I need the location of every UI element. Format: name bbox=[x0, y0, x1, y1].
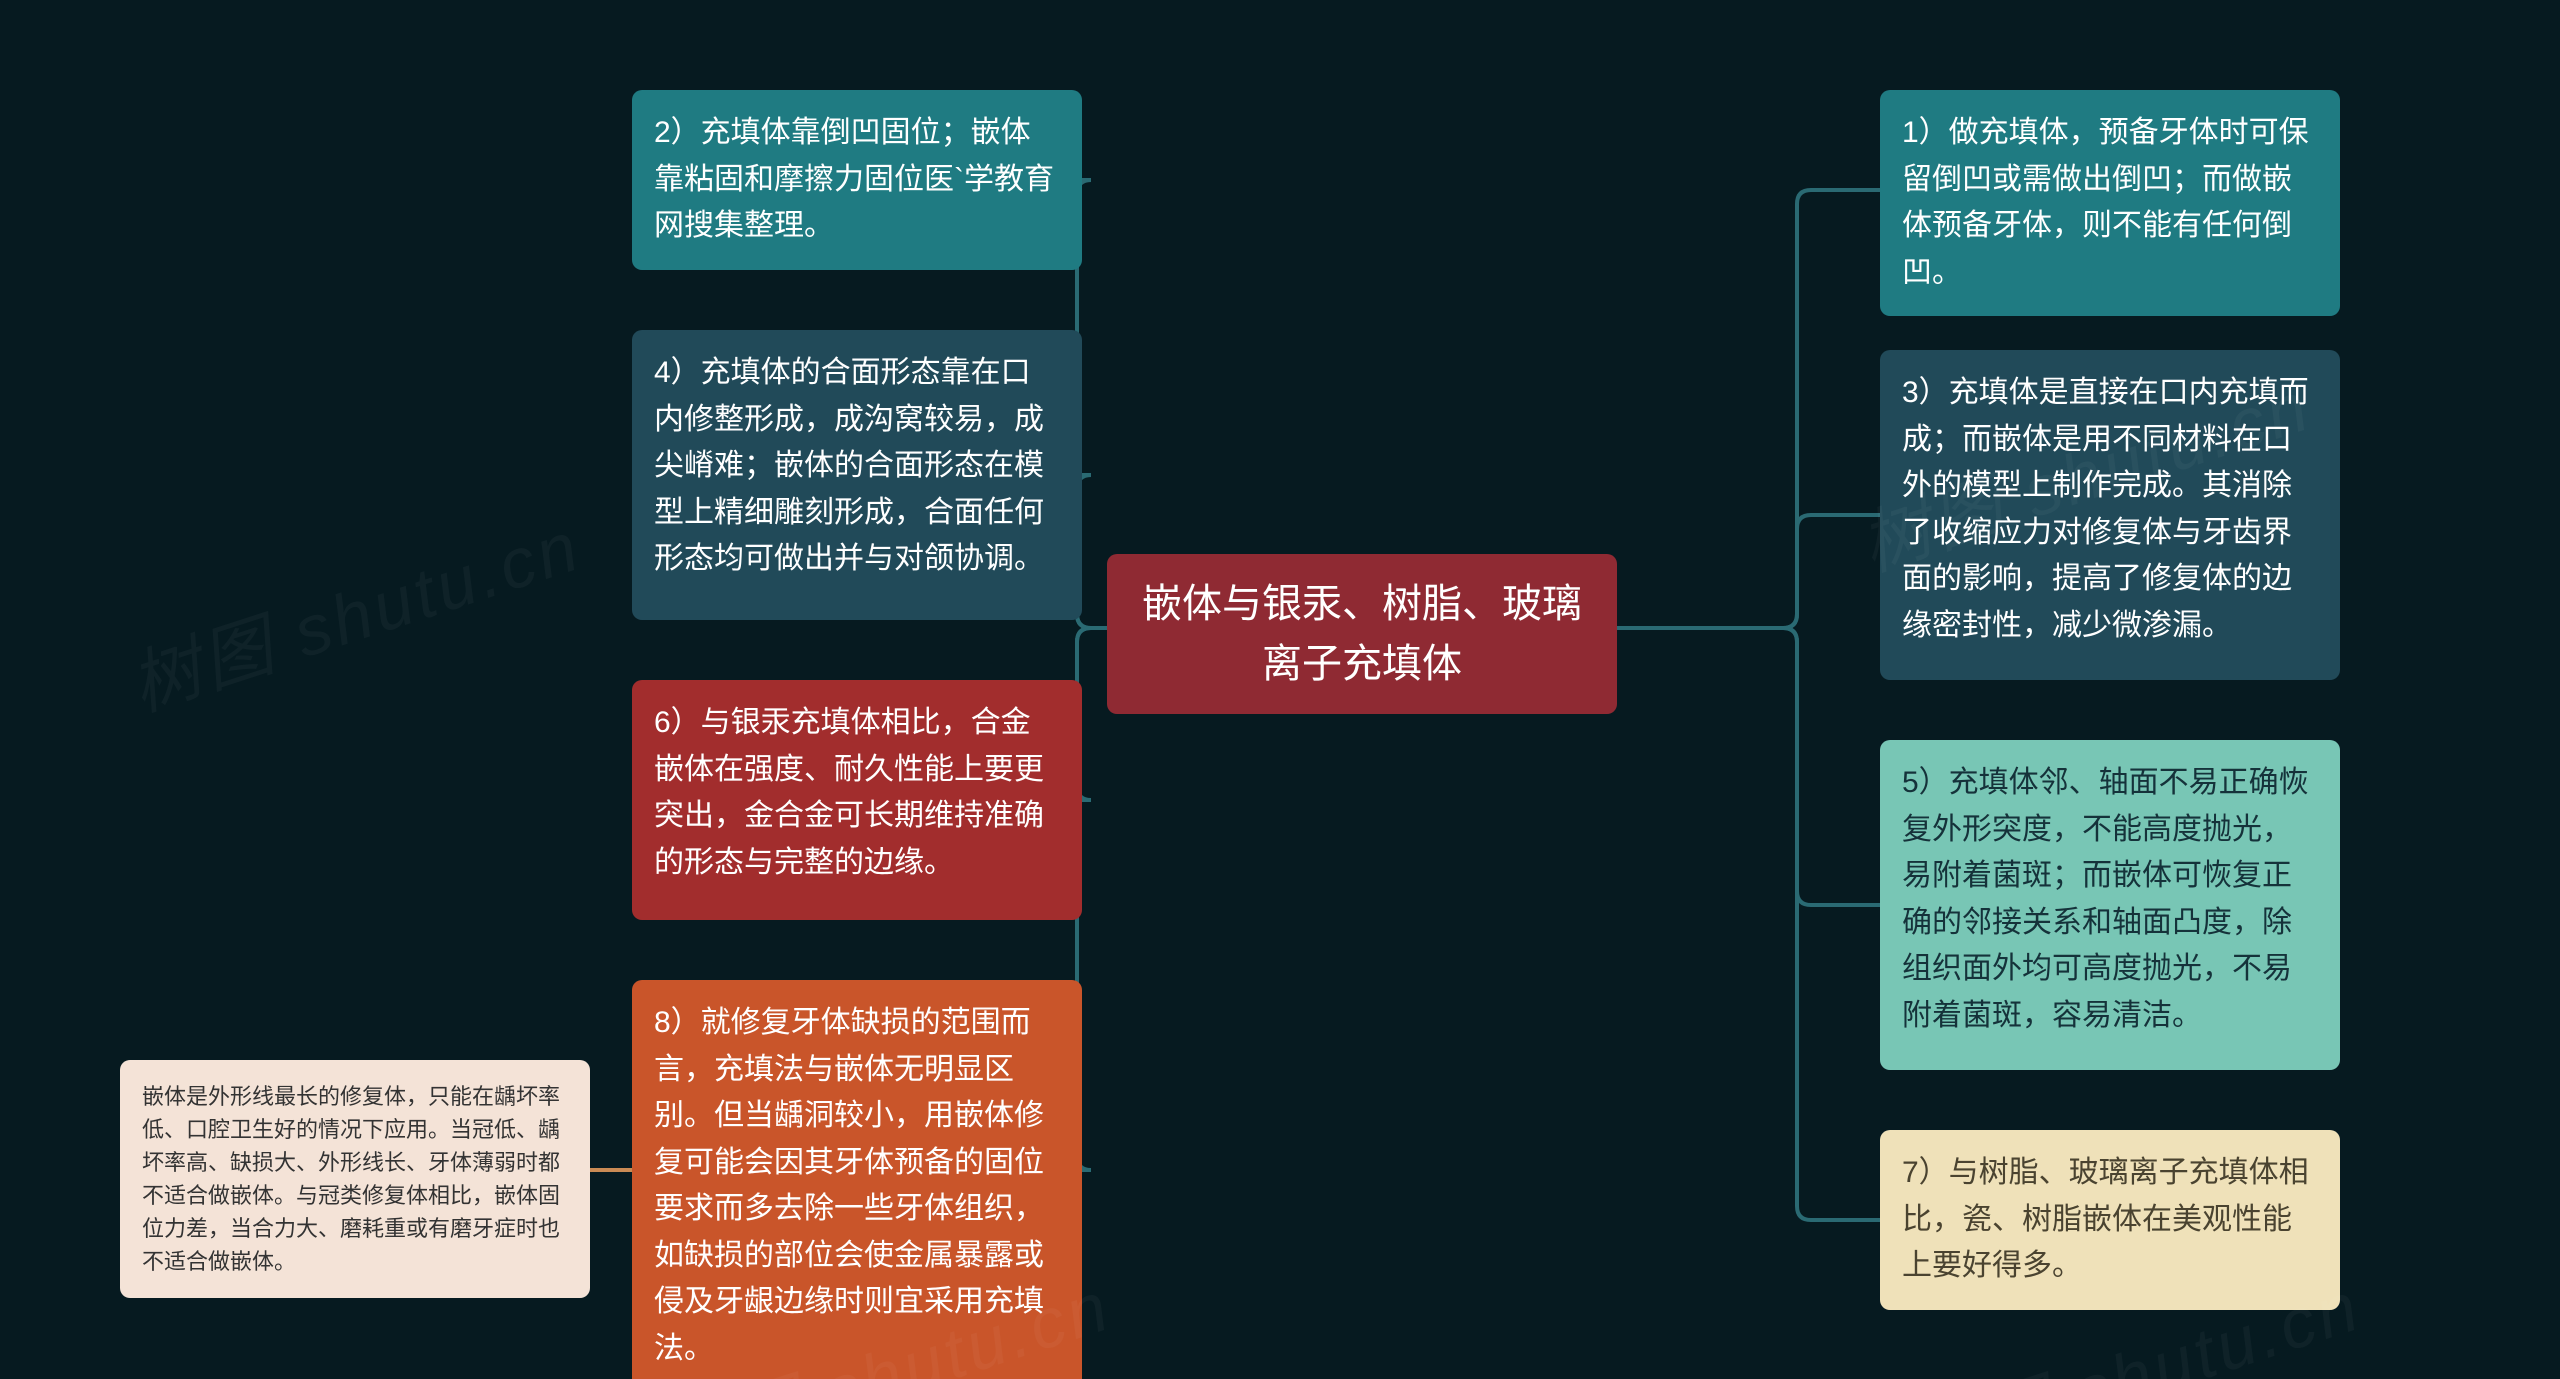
watermark-1: 树图 shutu.cn bbox=[116, 490, 592, 731]
node-5-text: 5）充填体邻、轴面不易正确恢复外形突度，不能高度抛光，易附着菌斑；而嵌体可恢复正… bbox=[1902, 766, 2309, 1032]
node-8-text: 8）就修复牙体缺损的范围而言，充填法与嵌体无明显区别。但当龋洞较小，用嵌体修复可… bbox=[654, 1006, 1044, 1365]
node-8-child-text: 嵌体是外形线最长的修复体，只能在龋坏率低、口腔卫生好的情况下应用。当冠低、龋坏率… bbox=[142, 1084, 560, 1274]
node-7: 7）与树脂、玻璃离子充填体相比，瓷、树脂嵌体在美观性能上要好得多。 bbox=[1880, 1130, 2340, 1310]
node-8: 8）就修复牙体缺损的范围而言，充填法与嵌体无明显区别。但当龋洞较小，用嵌体修复可… bbox=[632, 980, 1082, 1379]
node-6-text: 6）与银汞充填体相比，合金嵌体在强度、耐久性能上要更突出，金合金可长期维持准确的… bbox=[654, 706, 1044, 879]
node-3-text: 3）充填体是直接在口内充填而成；而嵌体是用不同材料在口外的模型上制作完成。其消除… bbox=[1902, 376, 2309, 642]
node-2: 2）充填体靠倒凹固位；嵌体靠粘固和摩擦力固位医`学教育网搜集整理。 bbox=[632, 90, 1082, 270]
node-1-text: 1）做充填体，预备牙体时可保留倒凹或需做出倒凹；而做嵌体预备牙体，则不能有任何倒… bbox=[1902, 116, 2309, 289]
node-2-text: 2）充填体靠倒凹固位；嵌体靠粘固和摩擦力固位医`学教育网搜集整理。 bbox=[654, 116, 1054, 242]
node-8-child: 嵌体是外形线最长的修复体，只能在龋坏率低、口腔卫生好的情况下应用。当冠低、龋坏率… bbox=[120, 1060, 590, 1298]
node-4: 4）充填体的合面形态靠在口内修整形成，成沟窝较易，成尖嵴难；嵌体的合面形态在模型… bbox=[632, 330, 1082, 620]
node-4-text: 4）充填体的合面形态靠在口内修整形成，成沟窝较易，成尖嵴难；嵌体的合面形态在模型… bbox=[654, 356, 1044, 575]
node-1: 1）做充填体，预备牙体时可保留倒凹或需做出倒凹；而做嵌体预备牙体，则不能有任何倒… bbox=[1880, 90, 2340, 316]
node-6: 6）与银汞充填体相比，合金嵌体在强度、耐久性能上要更突出，金合金可长期维持准确的… bbox=[632, 680, 1082, 920]
center-node: 嵌体与银汞、树脂、玻璃离子充填体 bbox=[1107, 554, 1617, 714]
node-7-text: 7）与树脂、玻璃离子充填体相比，瓷、树脂嵌体在美观性能上要好得多。 bbox=[1902, 1156, 2309, 1282]
node-3: 3）充填体是直接在口内充填而成；而嵌体是用不同材料在口外的模型上制作完成。其消除… bbox=[1880, 350, 2340, 680]
node-5: 5）充填体邻、轴面不易正确恢复外形突度，不能高度抛光，易附着菌斑；而嵌体可恢复正… bbox=[1880, 740, 2340, 1070]
center-node-text: 嵌体与银汞、树脂、玻璃离子充填体 bbox=[1142, 582, 1582, 686]
